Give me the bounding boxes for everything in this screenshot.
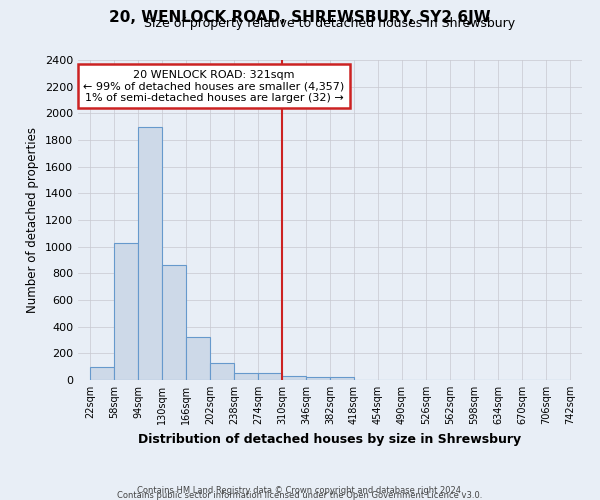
Text: 20 WENLOCK ROAD: 321sqm
← 99% of detached houses are smaller (4,357)
1% of semi-: 20 WENLOCK ROAD: 321sqm ← 99% of detache… (83, 70, 345, 103)
Y-axis label: Number of detached properties: Number of detached properties (26, 127, 40, 313)
Bar (138, 126, 162, 380)
Text: 20, WENLOCK ROAD, SHREWSBURY, SY2 6JW: 20, WENLOCK ROAD, SHREWSBURY, SY2 6JW (109, 10, 491, 25)
Text: Contains HM Land Registry data © Crown copyright and database right 2024.: Contains HM Land Registry data © Crown c… (137, 486, 463, 495)
Title: Size of property relative to detached houses in Shrewsbury: Size of property relative to detached ho… (145, 16, 515, 30)
Bar (162, 266, 186, 380)
Bar (258, 374, 282, 380)
X-axis label: Distribution of detached houses by size in Shrewsbury: Distribution of detached houses by size … (139, 432, 521, 446)
Bar (90, 366, 114, 380)
Text: Contains public sector information licensed under the Open Government Licence v3: Contains public sector information licen… (118, 490, 482, 500)
Bar (186, 336, 210, 380)
Bar (210, 364, 234, 380)
Bar (330, 378, 354, 380)
Bar (114, 244, 138, 380)
Bar (282, 376, 306, 380)
Bar (234, 372, 258, 380)
Bar (306, 378, 330, 380)
